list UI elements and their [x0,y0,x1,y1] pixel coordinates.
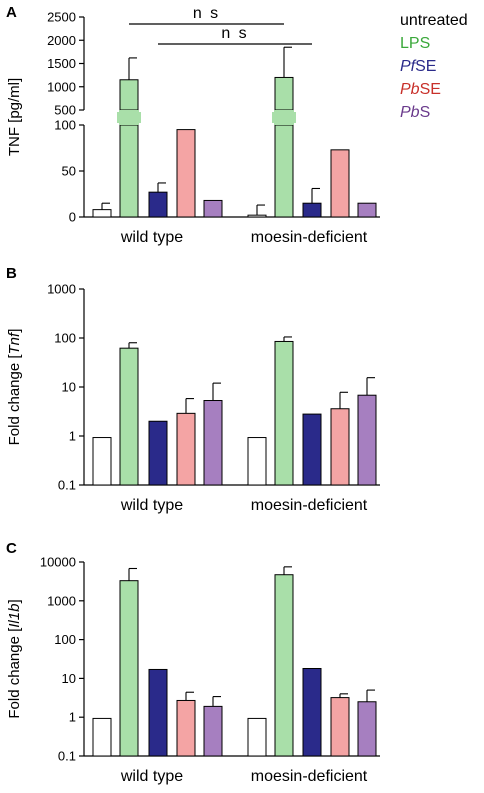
y-tick-label: 500 [54,103,76,118]
legend: untreated LPS PfSE PbSE PbS [400,12,468,121]
bar-pbs [203,400,223,486]
bar-lps-upper [119,79,139,111]
group-label: moesin-deficient [251,768,368,785]
y-tick-label: 1000 [47,79,76,94]
y-tick-label: 2000 [47,33,76,48]
bar-lps [274,124,294,218]
y-tick-label: 0.1 [58,749,76,764]
bar-lps [119,580,139,757]
bar-pbse [176,129,196,218]
panel-label: B [6,265,17,282]
y-tick-label: 2500 [47,10,76,25]
group-label: wild type [120,768,183,785]
y-tick-label: 50 [62,164,76,179]
y-tick-label: 1 [69,710,76,725]
y-axis-label: Fold change [Il1b] [6,599,23,718]
bar-untreated [247,437,267,486]
bar-pbse [330,149,350,218]
y-tick-label: 0.1 [58,478,76,493]
y-tick-label: 10 [62,671,76,686]
bar-pbse [176,412,196,486]
panel-b: B 0.1 1 10 100 1000 Fold change [Tnf] wild type… [6,265,380,514]
bar-untreated [92,209,112,218]
y-tick-label: 10000 [40,555,76,570]
y-tick-label: 1000 [47,593,76,608]
group-label: moesin-deficient [251,229,368,246]
y-axis-label: Fold change [Tnf] [6,329,23,446]
bar-pfse [148,420,168,486]
y-axis-label: TNF [pg/ml] [6,78,23,156]
bar-pbs [357,202,377,218]
y-tick-label: 1000 [47,282,76,297]
bar-break [272,112,296,123]
significance-label: n s [221,25,248,42]
bar-pfse [302,413,322,486]
bar-untreated [92,717,112,757]
bar-pbs [203,199,223,218]
bar-pbse [330,408,350,486]
bar-pbs [357,394,377,486]
legend-item: PfSE [400,58,436,75]
y-tick-label: 100 [54,331,76,346]
panel-c: C 0.1 1 10 100 1000 10000 Fold change [Il1b] wil… [6,540,380,785]
group-label: wild type [120,229,183,246]
y-tick-label: 10 [62,380,76,395]
y-tick-label: 100 [54,632,76,647]
bar-untreated [247,717,267,757]
bar-pfse [302,667,322,757]
bar-untreated [92,437,112,486]
y-tick-label: 0 [69,210,76,225]
bar-lps [274,574,294,757]
legend-item: untreated [400,12,468,29]
bar-lps [119,124,139,218]
bar-pbse [176,699,196,757]
bar-pfse [148,668,168,757]
legend-item: LPS [400,35,430,52]
bar-untreated [247,214,267,218]
legend-item: PbSE [400,81,441,98]
y-tick-label: 1 [69,429,76,444]
significance-label: n s [193,5,220,22]
bar-lps-upper [274,76,294,111]
bar-pfse [302,202,322,218]
legend-item: PbS [400,104,430,121]
bar-lps [119,347,139,486]
bar-pbse [330,697,350,757]
bar-lps [274,340,294,486]
panel-label: A [6,4,17,21]
panel-label: C [6,540,17,557]
bar-pbs [357,701,377,757]
group-label: wild type [120,497,183,514]
y-tick-label: 1500 [47,56,76,71]
bar-break [117,112,141,123]
y-tick-label: 100 [54,118,76,133]
bar-pfse [148,191,168,218]
bar-pbs [203,705,223,757]
group-label: moesin-deficient [251,497,368,514]
